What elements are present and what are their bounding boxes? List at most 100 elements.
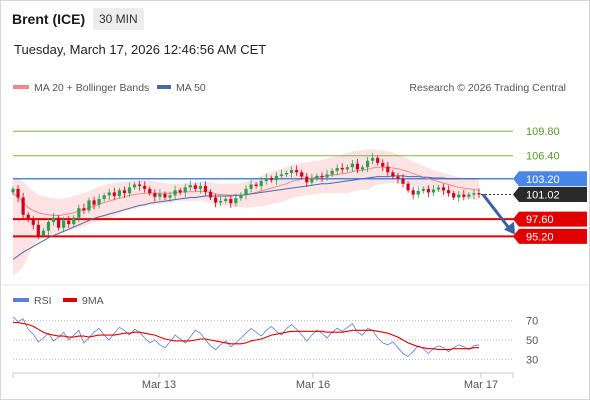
candle xyxy=(416,186,420,199)
candle xyxy=(244,185,248,200)
candle xyxy=(431,184,436,197)
level-label: 103.20 xyxy=(526,174,560,186)
ma50-legend-label: MA 50 xyxy=(176,82,206,94)
chart-header: Brent (ICE) 30 MIN xyxy=(1,1,589,39)
candle xyxy=(305,173,309,188)
bollinger-band-fill xyxy=(13,149,479,276)
level-label: 97.60 xyxy=(526,214,554,226)
level-tag-support xyxy=(513,228,587,244)
forecast-arrow-shaft xyxy=(481,193,513,232)
candle xyxy=(87,197,91,213)
ma20-legend-swatch xyxy=(13,85,29,89)
candle xyxy=(214,193,218,208)
candle xyxy=(72,215,76,227)
candle xyxy=(300,169,304,180)
candle xyxy=(467,192,471,200)
candle xyxy=(386,161,390,176)
candle xyxy=(254,182,258,189)
candle xyxy=(229,195,233,208)
candle xyxy=(67,215,71,228)
candle xyxy=(462,189,466,201)
candle xyxy=(112,187,116,200)
ma50-legend-swatch xyxy=(157,85,171,89)
candle xyxy=(11,186,15,195)
candle xyxy=(325,169,329,181)
level-tag-support xyxy=(513,211,587,227)
candle xyxy=(320,172,324,182)
candle xyxy=(350,160,354,172)
candle xyxy=(274,172,278,185)
candle xyxy=(279,169,284,180)
candle xyxy=(31,216,35,230)
candle xyxy=(188,180,192,191)
candle xyxy=(391,169,395,180)
rsi-legend-swatch xyxy=(13,298,29,302)
candle xyxy=(284,170,289,177)
candle xyxy=(143,181,147,193)
candle xyxy=(138,180,142,191)
candle xyxy=(264,173,268,185)
candle xyxy=(92,196,96,210)
candle xyxy=(97,194,101,209)
candle xyxy=(365,157,370,172)
candle xyxy=(132,182,137,190)
candle xyxy=(77,204,81,223)
candle xyxy=(198,182,203,194)
candle xyxy=(26,212,30,223)
candle xyxy=(82,203,86,215)
candle xyxy=(183,183,187,198)
candle xyxy=(436,184,441,193)
candle xyxy=(345,164,349,172)
instrument-title: Brent (ICE) xyxy=(12,11,86,27)
candlesticks xyxy=(11,153,481,240)
copyright-text: Research © 2026 Trading Central xyxy=(409,82,566,94)
candle xyxy=(168,191,172,203)
candle xyxy=(158,189,162,201)
candle xyxy=(41,228,45,239)
ma9-legend-label: 9MA xyxy=(82,295,104,307)
candle xyxy=(289,166,294,178)
candle xyxy=(376,155,380,166)
forecast-arrow-head xyxy=(504,221,515,235)
x-tick-label: Mar 17 xyxy=(464,379,498,391)
candle xyxy=(249,179,253,193)
level-tag-last xyxy=(513,186,587,202)
candle xyxy=(315,173,319,182)
candle xyxy=(16,185,20,203)
candle xyxy=(36,220,40,240)
level-label: 106.40 xyxy=(526,151,560,163)
candle xyxy=(335,164,339,176)
candle xyxy=(477,188,481,199)
candle xyxy=(259,177,263,191)
candle xyxy=(421,186,425,194)
candle xyxy=(234,193,238,207)
candle xyxy=(102,192,106,202)
price-levels: 109.80 106.40 103.20 101.02 97.60 95.20 xyxy=(13,126,587,244)
candle xyxy=(295,165,299,176)
candle xyxy=(371,153,375,165)
candle xyxy=(396,173,400,184)
candle xyxy=(447,185,451,197)
candle xyxy=(127,182,132,197)
candle xyxy=(360,164,365,172)
candle xyxy=(153,189,157,202)
candle xyxy=(239,192,243,201)
candle xyxy=(406,181,410,193)
timeframe-button[interactable]: 30 MIN xyxy=(93,8,144,30)
candle xyxy=(411,186,415,200)
candle xyxy=(46,218,51,236)
level-label: 101.02 xyxy=(526,189,560,201)
candle xyxy=(310,174,314,186)
x-tick-label: Mar 16 xyxy=(296,379,330,391)
candle xyxy=(122,186,127,198)
candle xyxy=(340,163,344,173)
candle xyxy=(330,168,334,177)
rsi-tick-label: 50 xyxy=(526,335,538,347)
candle xyxy=(117,187,121,199)
rsi-ma-line xyxy=(13,322,479,351)
rsi-legend-label: RSI xyxy=(34,295,52,307)
candle xyxy=(401,174,405,188)
x-tick-label: Mar 13 xyxy=(142,379,176,391)
